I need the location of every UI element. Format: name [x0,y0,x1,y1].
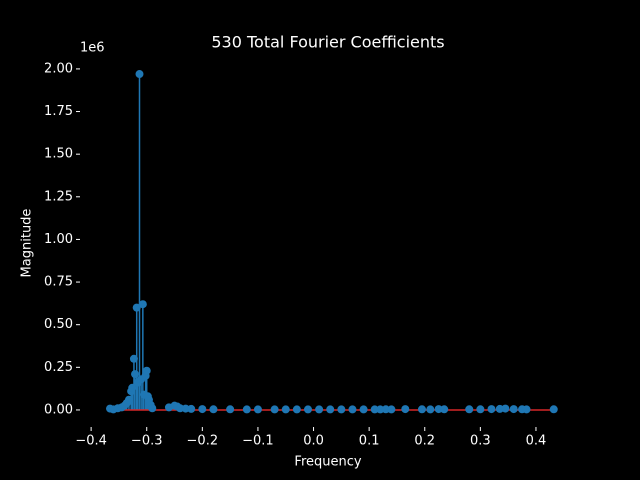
stem-marker [242,405,251,414]
stem-marker [128,383,137,392]
stem-marker [487,405,496,414]
stem-marker [434,405,443,414]
stem-marker [522,405,531,414]
stem-marker [131,370,140,379]
stem-marker [440,405,449,414]
stem-marker [129,354,138,363]
stem-marker [476,405,485,414]
y-tick-label: 0.50 [44,317,73,332]
stem-marker [465,405,474,414]
x-tick-label: −0.1 [242,434,274,449]
stem-marker [148,404,157,413]
x-tick-label: −0.4 [75,434,107,449]
y-axis-label: Magnitude [20,209,35,278]
stem-marker [326,405,335,414]
stem-marker [376,405,385,414]
stem-marker [426,405,435,414]
stem-marker [281,405,290,414]
x-tick-label: 0.4 [526,434,547,449]
stem-marker [549,405,558,414]
x-tick-label: −0.3 [131,434,163,449]
x-tick-label: −0.2 [187,434,219,449]
stem-marker [187,404,196,413]
stem-marker [226,405,235,414]
stem-marker [135,70,144,79]
y-offset-label: 1e6 [80,41,105,56]
stem-marker [417,405,426,414]
x-tick-label: 0.3 [470,434,491,449]
stem-marker [509,405,518,414]
stem-marker [138,300,147,309]
stem-marker [198,405,207,414]
y-tick-label: 0.75 [44,275,73,290]
stem-marker [501,404,510,413]
stem-marker [142,366,151,375]
stem-marker [124,395,133,404]
y-tick-label: 1.00 [44,232,73,247]
stem-marker [381,405,390,414]
stem-marker [132,303,141,312]
stem-marker [401,405,410,414]
stem-marker [270,405,279,414]
stem-marker [348,405,357,414]
stem-marker [370,405,379,414]
stem-marker [253,405,262,414]
x-axis-label: Frequency [294,455,361,470]
y-tick-label: 0.00 [44,402,73,417]
y-tick-label: 1.75 [44,104,73,119]
stem-marker [315,405,324,414]
x-tick-label: 0.0 [303,434,324,449]
stem-marker [337,405,346,414]
y-tick-label: 1.25 [44,189,73,204]
stem-marker [292,405,301,414]
y-tick-label: 0.25 [44,360,73,375]
stem-marker [303,405,312,414]
y-tick-label: 1.50 [44,147,73,162]
y-tick-label: 2.00 [44,61,73,76]
x-tick-label: 0.2 [414,434,435,449]
chart-title: 530 Total Fourier Coefficients [211,33,444,52]
stem-marker [359,405,368,414]
x-tick-label: 0.1 [359,434,380,449]
stem-marker [387,405,396,414]
stem-marker [209,405,218,414]
